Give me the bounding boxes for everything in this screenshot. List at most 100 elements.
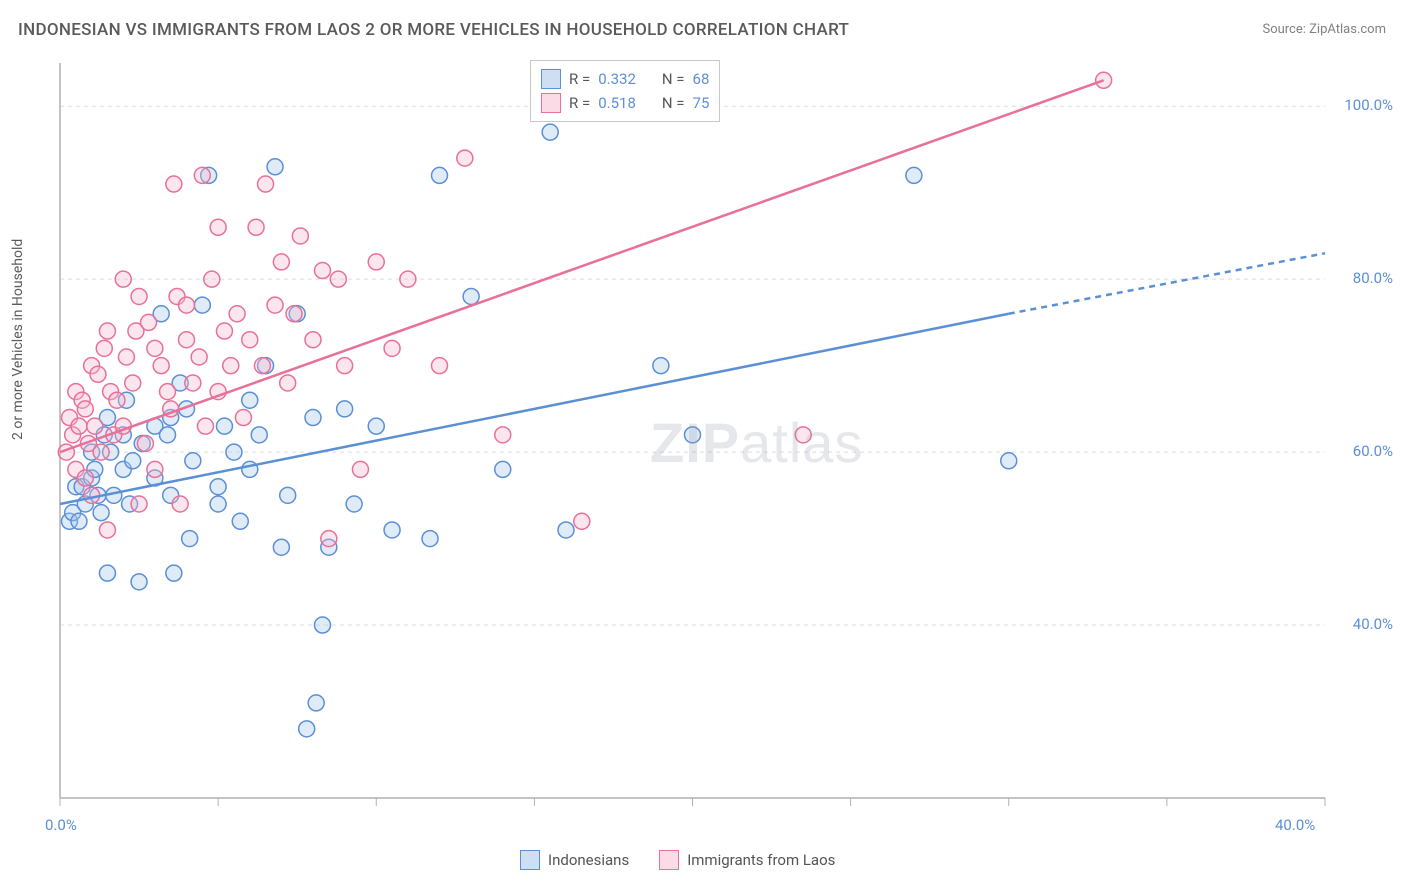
data-point-indonesians xyxy=(1001,453,1017,469)
data-point-indonesians xyxy=(495,461,511,477)
legend-series-label: Immigrants from Laos xyxy=(687,851,835,869)
data-point-indonesians xyxy=(267,159,283,175)
data-point-laos xyxy=(248,219,264,235)
data-point-laos xyxy=(115,271,131,287)
data-point-indonesians xyxy=(194,297,210,313)
data-point-indonesians xyxy=(71,513,87,529)
data-point-laos xyxy=(368,254,384,270)
data-point-laos xyxy=(229,306,245,322)
data-point-indonesians xyxy=(99,565,115,581)
data-point-laos xyxy=(77,470,93,486)
data-point-indonesians xyxy=(337,401,353,417)
data-point-laos xyxy=(71,418,87,434)
data-point-laos xyxy=(280,375,296,391)
data-point-laos xyxy=(185,375,201,391)
data-point-laos xyxy=(321,531,337,547)
data-point-indonesians xyxy=(906,167,922,183)
data-point-laos xyxy=(235,410,251,426)
legend-series-label: Indonesians xyxy=(548,851,629,869)
legend-n-label: N = xyxy=(662,70,685,88)
data-point-laos xyxy=(384,340,400,356)
source-label: Source: ZipAtlas.com xyxy=(1262,22,1386,37)
data-point-indonesians xyxy=(685,427,701,443)
data-point-indonesians xyxy=(542,124,558,140)
data-point-laos xyxy=(90,366,106,382)
data-point-indonesians xyxy=(308,695,324,711)
data-point-laos xyxy=(305,332,321,348)
legend-correlation-row: R = 0.518 N = 75 xyxy=(541,91,709,115)
data-point-indonesians xyxy=(305,410,321,426)
data-point-laos xyxy=(574,513,590,529)
data-point-indonesians xyxy=(125,453,141,469)
data-point-laos xyxy=(337,358,353,374)
legend-series-item: Indonesians xyxy=(520,850,629,870)
data-point-laos xyxy=(172,496,188,512)
data-point-laos xyxy=(258,176,274,192)
legend-n-value: 75 xyxy=(693,94,710,112)
trendline-indonesians-extrapolated xyxy=(1009,253,1325,314)
data-point-laos xyxy=(153,358,169,374)
y-tick-label: 80.0% xyxy=(1333,269,1393,287)
chart-title: INDONESIAN VS IMMIGRANTS FROM LAOS 2 OR … xyxy=(18,20,849,40)
legend-swatch xyxy=(541,69,561,89)
data-point-laos xyxy=(795,427,811,443)
data-point-laos xyxy=(166,176,182,192)
data-point-laos xyxy=(179,332,195,348)
data-point-laos xyxy=(160,384,176,400)
data-point-indonesians xyxy=(251,427,267,443)
legend-swatch xyxy=(659,850,679,870)
trendline-laos xyxy=(60,80,1104,452)
data-point-indonesians xyxy=(422,531,438,547)
data-point-indonesians xyxy=(242,392,258,408)
data-point-laos xyxy=(147,461,163,477)
data-point-indonesians xyxy=(558,522,574,538)
legend-correlation-row: R = 0.332 N = 68 xyxy=(541,67,709,91)
data-point-laos xyxy=(93,444,109,460)
data-point-laos xyxy=(77,401,93,417)
data-point-indonesians xyxy=(384,522,400,538)
data-point-laos xyxy=(292,228,308,244)
data-point-laos xyxy=(267,297,283,313)
y-tick-label: 100.0% xyxy=(1333,96,1393,114)
legend-r-value: 0.518 xyxy=(598,94,636,112)
data-point-laos xyxy=(99,522,115,538)
legend-r-value: 0.332 xyxy=(598,70,636,88)
data-point-laos xyxy=(400,271,416,287)
data-point-laos xyxy=(194,167,210,183)
legend-swatch xyxy=(520,850,540,870)
legend-series-item: Immigrants from Laos xyxy=(659,850,835,870)
data-point-indonesians xyxy=(210,479,226,495)
data-point-laos xyxy=(179,297,195,313)
data-point-indonesians xyxy=(653,358,669,374)
y-tick-label: 40.0% xyxy=(1333,615,1393,633)
data-point-indonesians xyxy=(131,574,147,590)
data-point-indonesians xyxy=(216,418,232,434)
data-point-laos xyxy=(96,340,112,356)
data-point-laos xyxy=(314,263,330,279)
data-point-indonesians xyxy=(346,496,362,512)
data-point-laos xyxy=(254,358,270,374)
chart-container: INDONESIAN VS IMMIGRANTS FROM LAOS 2 OR … xyxy=(0,0,1406,892)
data-point-laos xyxy=(191,349,207,365)
data-point-laos xyxy=(223,358,239,374)
data-point-laos xyxy=(352,461,368,477)
data-point-indonesians xyxy=(432,167,448,183)
scatter-plot xyxy=(55,58,1385,818)
data-point-indonesians xyxy=(273,539,289,555)
legend-n-value: 68 xyxy=(693,70,710,88)
legend-correlation: R = 0.332 N = 68 R = 0.518 N = 75 xyxy=(530,60,720,122)
data-point-laos xyxy=(137,435,153,451)
data-point-indonesians xyxy=(185,453,201,469)
data-point-indonesians xyxy=(182,531,198,547)
data-point-indonesians xyxy=(93,505,109,521)
x-tick-label: 40.0% xyxy=(1275,816,1315,834)
data-point-indonesians xyxy=(463,288,479,304)
data-point-laos xyxy=(131,496,147,512)
data-point-laos xyxy=(242,332,258,348)
data-point-indonesians xyxy=(368,418,384,434)
y-axis-label: 2 or more Vehicles in Household xyxy=(10,239,26,440)
data-point-laos xyxy=(87,418,103,434)
data-point-laos xyxy=(495,427,511,443)
data-point-laos xyxy=(216,323,232,339)
data-point-laos xyxy=(330,271,346,287)
